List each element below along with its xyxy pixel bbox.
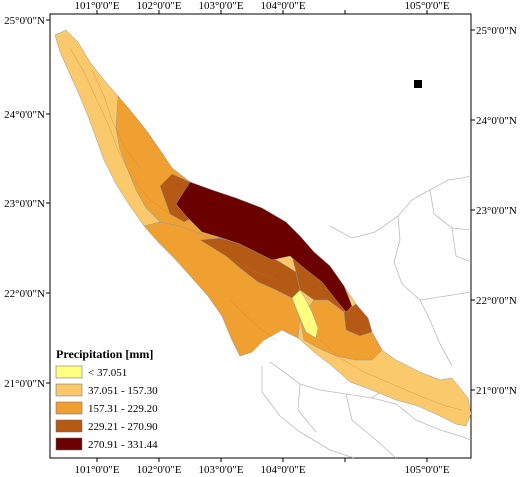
top-tick-102: 102°0'0"E — [136, 0, 181, 12]
right-tick-24: 24°0'0"N — [476, 115, 517, 127]
bottom-tick-101: 101°0'0"E — [74, 464, 119, 476]
legend-swatch-2 — [55, 383, 83, 397]
marker-square — [414, 80, 422, 88]
top-tick-105: 105°0'0"E — [404, 0, 449, 12]
bottom-tick-105: 105°0'0"E — [404, 464, 449, 476]
legend-label-4: 229.21 - 270.90 — [88, 421, 158, 433]
legend-label-3: 157.31 - 229.20 — [88, 403, 158, 415]
right-tick-22: 22°0'0"N — [476, 295, 517, 307]
bottom-tick-104: 104°0'0"E — [260, 464, 305, 476]
right-tick-23: 23°0'0"N — [476, 205, 517, 217]
right-tick-25: 25°0'0"N — [476, 25, 517, 37]
legend: Precipitation [mm] < 37.051 37.051 - 157… — [52, 342, 170, 456]
left-tick-24: 24°0'0"N — [4, 109, 45, 121]
legend-label-5: 270.91 - 331.44 — [88, 439, 158, 451]
legend-box — [52, 342, 170, 456]
bottom-tick-103: 103°0'0"E — [198, 464, 243, 476]
precip-zones — [54, 29, 472, 427]
tick-marks — [46, 10, 475, 462]
legend-swatch-1 — [55, 365, 83, 379]
legend-label-1: < 37.051 — [88, 367, 127, 379]
left-tick-22: 22°0'0"N — [4, 288, 45, 300]
top-tick-104: 104°0'0"E — [260, 0, 305, 12]
left-tick-21: 21°0'0"N — [4, 378, 45, 390]
legend-swatch-3 — [55, 401, 83, 415]
legend-label-2: 37.051 - 157.30 — [88, 385, 158, 397]
zone-229-270-d — [343, 303, 373, 337]
zone-270-331 — [175, 181, 353, 313]
legend-swatch-5 — [55, 437, 83, 451]
legend-swatch-4 — [55, 419, 83, 433]
zone-lt-37 — [291, 289, 319, 339]
subbasin-lines — [69, 47, 463, 411]
bottom-tick-102: 102°0'0"E — [136, 464, 181, 476]
right-tick-21: 21°0'0"N — [476, 385, 517, 397]
left-tick-25: 25°0'0"N — [4, 15, 45, 27]
top-tick-101: 101°0'0"E — [74, 0, 119, 12]
left-tick-23: 23°0'0"N — [4, 198, 45, 210]
top-tick-103: 103°0'0"E — [198, 0, 243, 12]
legend-title: Precipitation [mm] — [56, 347, 153, 361]
zone-157-229-b — [143, 221, 301, 357]
